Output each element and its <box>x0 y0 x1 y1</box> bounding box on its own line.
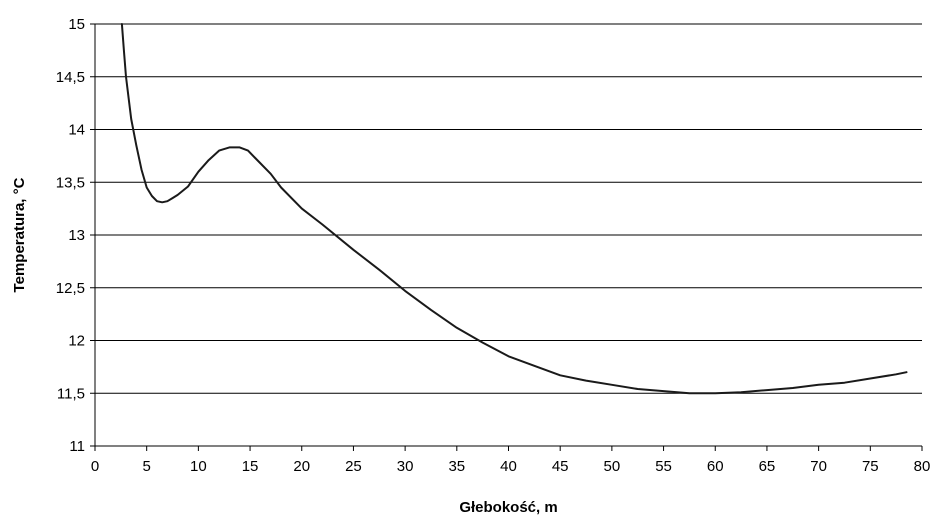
x-tick-label: 30 <box>397 458 414 475</box>
x-tick-label: 5 <box>143 458 151 475</box>
x-tick-label: 80 <box>914 458 931 475</box>
x-tick-label: 45 <box>552 458 569 475</box>
x-tick-label: 75 <box>862 458 879 475</box>
y-tick-label: 12,5 <box>56 280 85 297</box>
x-tick-label: 0 <box>91 458 99 475</box>
x-tick-label: 70 <box>810 458 827 475</box>
y-axis-title: Temperatura, °C <box>11 177 28 292</box>
gridlines <box>95 23 922 394</box>
x-tick-label: 65 <box>759 458 776 475</box>
y-tick-label: 11,5 <box>57 385 85 402</box>
x-tick-label: 40 <box>500 458 517 475</box>
y-tick-label: 13,5 <box>56 174 85 191</box>
y-tick-label: 14 <box>68 122 85 139</box>
x-tick-label: 25 <box>345 458 362 475</box>
x-axis-title: Głebokość, m <box>459 499 557 516</box>
y-tick-label: 11 <box>69 438 85 455</box>
x-tick-label: 55 <box>655 458 672 475</box>
x-tick-label: 15 <box>242 458 259 475</box>
x-tick-label: 10 <box>190 458 207 475</box>
x-tick-label: 20 <box>293 458 310 475</box>
x-tick-label: 50 <box>604 458 621 475</box>
tick-labels: 11 11,5 12 12,5 13 13,5 14 14,5 15 0 5 10 15 20 25 30 35… <box>56 16 931 475</box>
y-tick-label: 15 <box>68 16 85 33</box>
temperature-line <box>120 23 908 395</box>
x-tick-label: 35 <box>448 458 465 475</box>
y-tick-label: 14,5 <box>56 69 85 86</box>
tick-marks <box>90 23 923 451</box>
y-tick-label: 12 <box>68 333 85 350</box>
series-lines <box>120 23 908 395</box>
y-tick-label: 13 <box>68 227 85 244</box>
x-tick-label: 60 <box>707 458 724 475</box>
